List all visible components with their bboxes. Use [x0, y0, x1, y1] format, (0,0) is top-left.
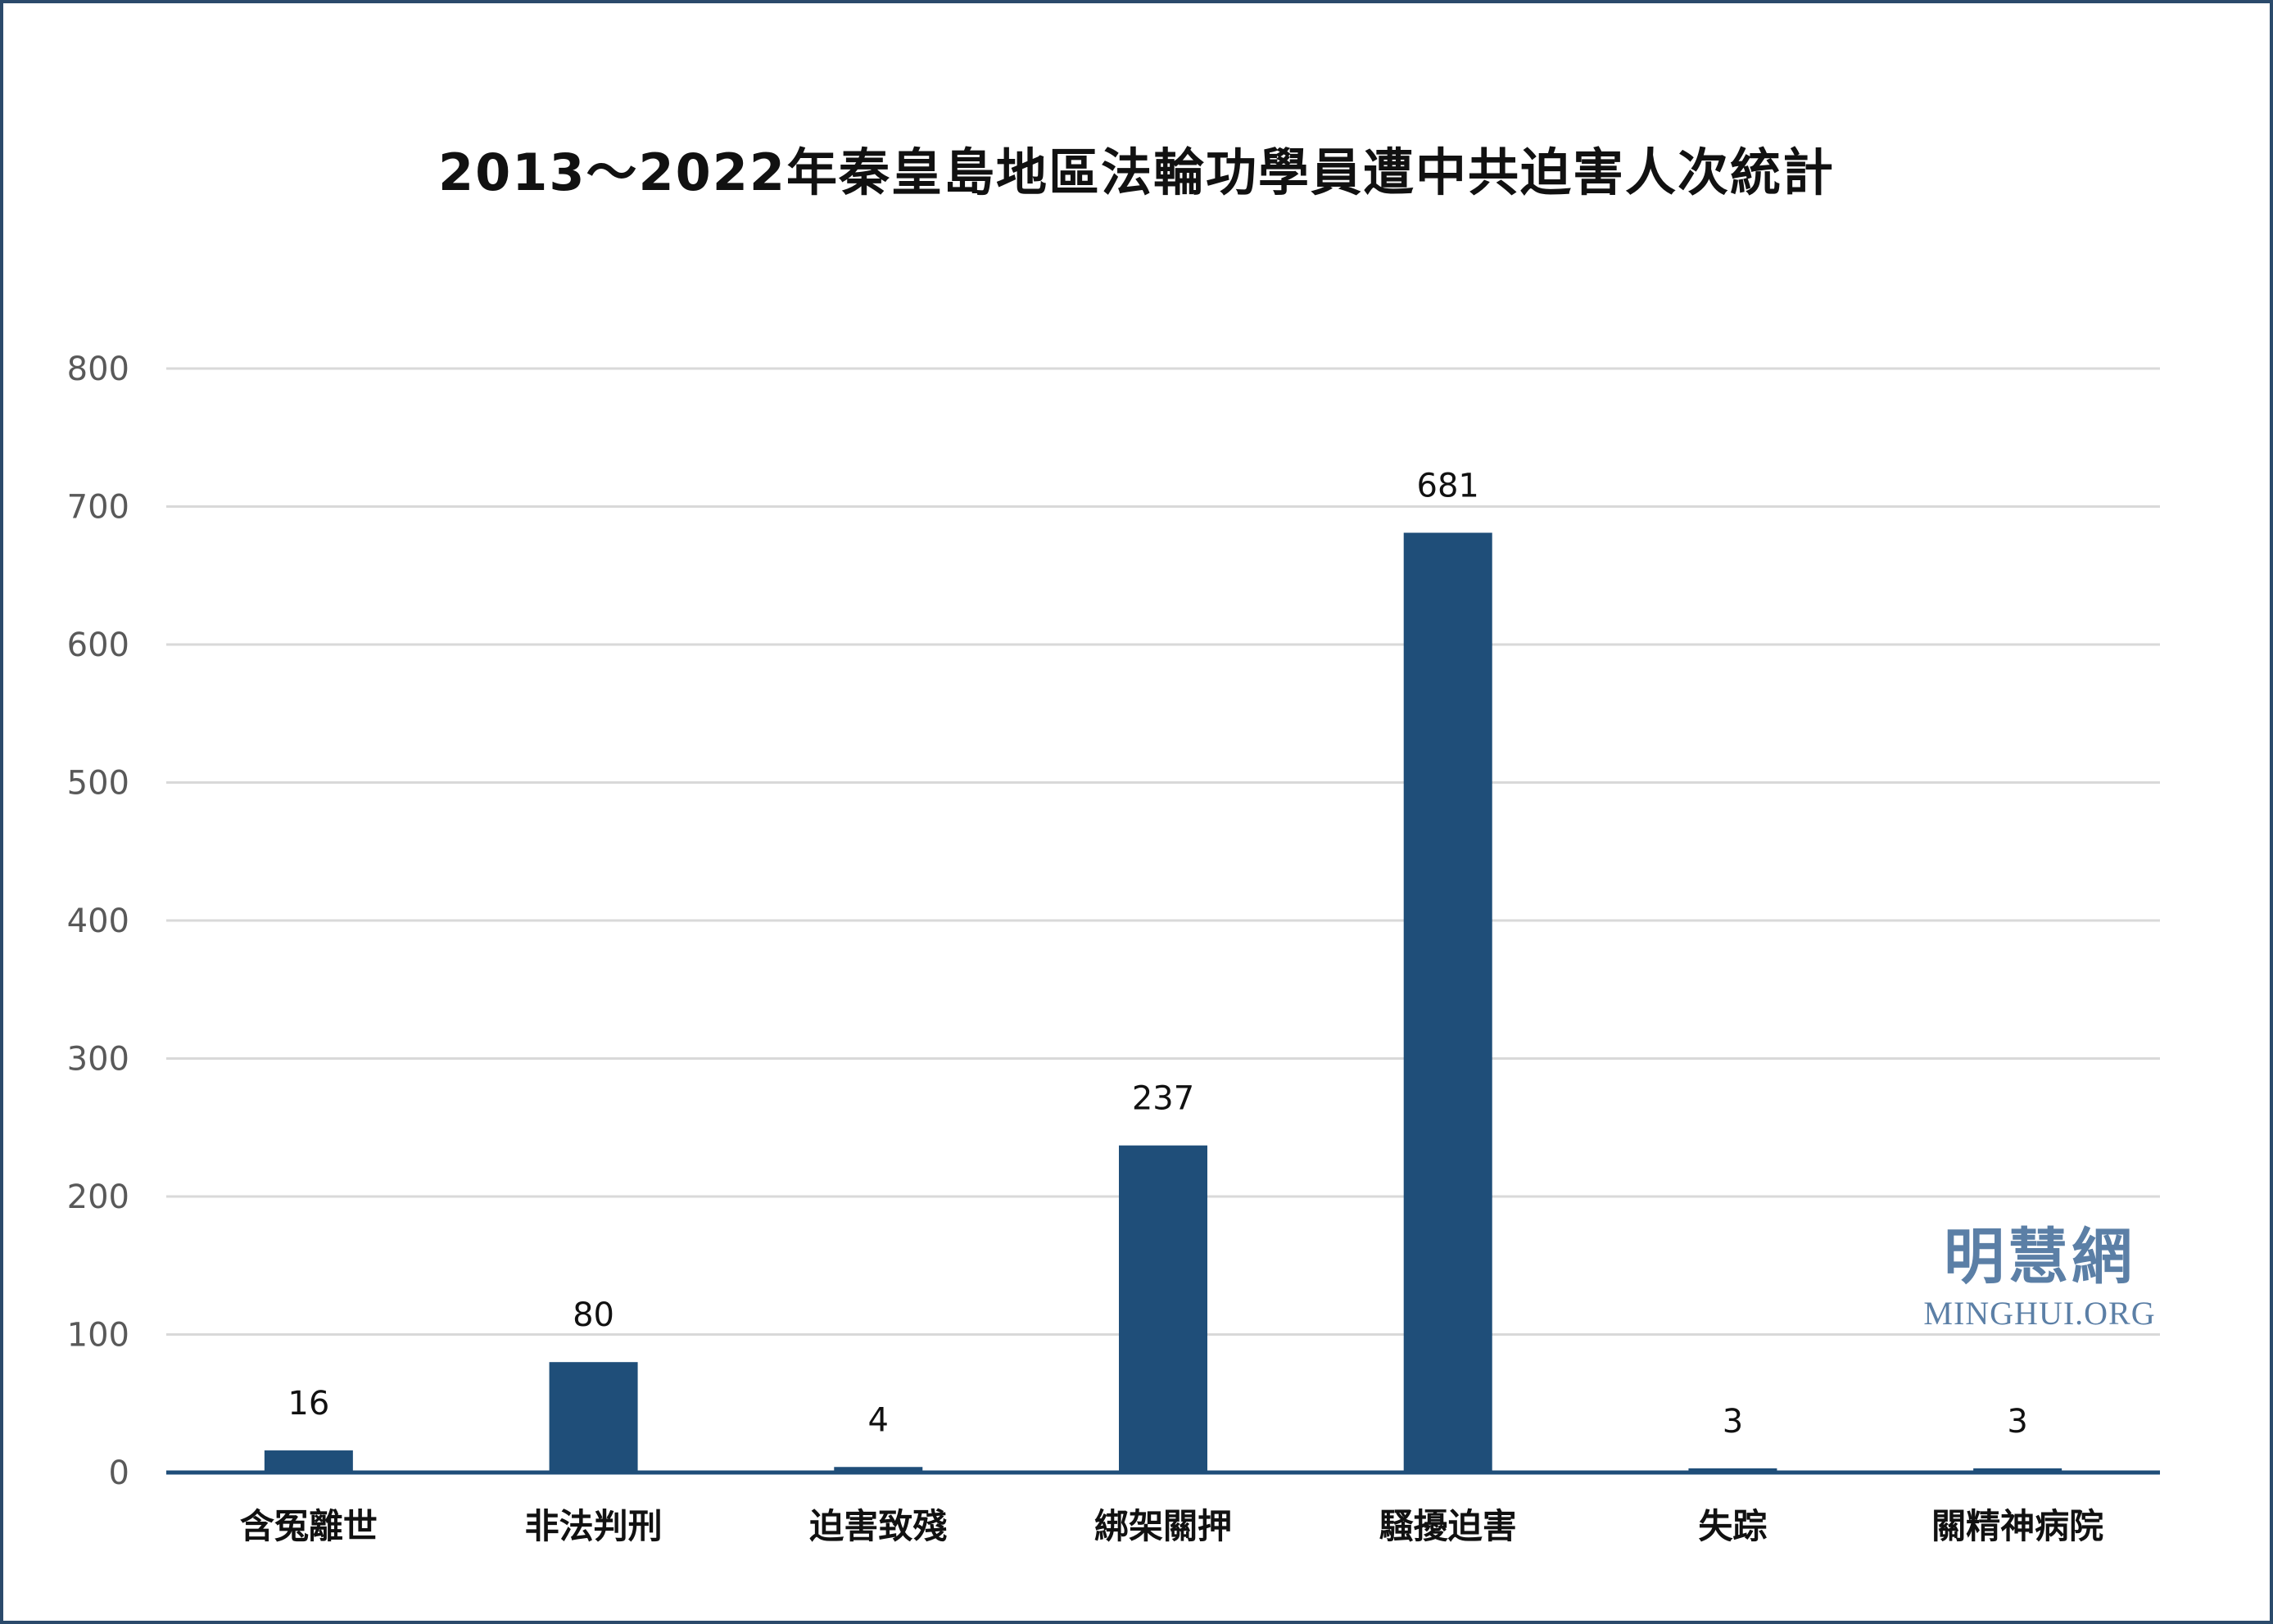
bar — [264, 1450, 353, 1472]
y-tick-label: 100 — [67, 1317, 129, 1355]
data-label: 3 — [1723, 1403, 1743, 1441]
minghui-watermark: 明慧網 MINGHUI.ORG — [1876, 1220, 2203, 1333]
y-tick-label: 700 — [67, 489, 129, 527]
y-tick-label: 200 — [67, 1178, 129, 1216]
y-tick-label: 600 — [67, 627, 129, 664]
bar — [1119, 1145, 1207, 1472]
bar — [549, 1362, 638, 1472]
y-tick-label: 400 — [67, 902, 129, 940]
y-tick-label: 0 — [109, 1454, 129, 1492]
data-label: 237 — [1132, 1080, 1194, 1118]
y-tick-label: 800 — [67, 351, 129, 388]
watermark-chinese: 明慧網 — [1944, 1222, 2135, 1292]
bar — [834, 1467, 923, 1472]
data-label: 80 — [573, 1296, 614, 1334]
data-label: 4 — [868, 1401, 889, 1439]
x-tick-label: 非法判刑 — [525, 1506, 663, 1546]
data-label: 16 — [288, 1385, 329, 1423]
x-tick-label: 迫害致殘 — [809, 1506, 947, 1546]
x-tick-label: 含冤離世 — [240, 1506, 378, 1546]
x-tick-label: 綁架關押 — [1094, 1506, 1232, 1546]
x-tick-label: 關精神病院 — [1931, 1506, 2103, 1546]
bar — [1688, 1468, 1777, 1472]
chart-title: 2013～2022年秦皇島地區法輪功學員遭中共迫害人次統計 — [437, 142, 1836, 202]
x-tick-label: 騷擾迫害 — [1379, 1506, 1517, 1546]
data-label: 3 — [2007, 1403, 2027, 1441]
data-label: 681 — [1417, 468, 1479, 505]
y-tick-label: 500 — [67, 765, 129, 803]
bar — [1403, 532, 1492, 1472]
y-tick-label: 300 — [67, 1041, 129, 1079]
bar — [1973, 1468, 2062, 1472]
x-tick-label: 失踪 — [1698, 1506, 1767, 1546]
watermark-english: MINGHUI.ORG — [1923, 1295, 2156, 1332]
